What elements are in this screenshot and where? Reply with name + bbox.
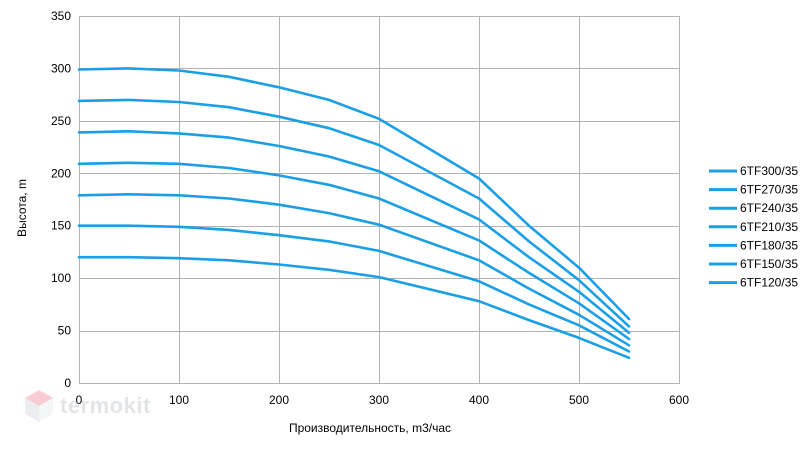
y-tick-label: 100 [51,271,71,285]
y-tick-label: 250 [51,114,71,128]
legend-item: 6TF210/35 [709,220,798,234]
x-tick-label: 600 [669,393,689,407]
series-line-6tf300-35 [77,67,631,321]
plot-border [79,16,680,384]
legend-label: 6TF210/35 [740,220,798,234]
legend-label: 6TF300/35 [740,164,798,178]
y-tick-labels: 0 50 100 150 200 250 300 350 [51,9,71,390]
legend-item: 6TF150/35 [709,257,798,271]
x-tick-label: 500 [569,393,589,407]
legend-label: 6TF150/35 [740,257,798,271]
series-line-6tf240-35 [77,130,631,335]
legend-label: 6TF180/35 [740,238,798,252]
x-tick-labels: 0 100 200 300 400 500 600 [76,393,690,407]
series-line-6tf120-35 [77,255,631,360]
legend: 6TF300/35 6TF270/35 6TF240/35 6TF210/35 6TF1… [709,164,798,290]
legend-item: 6TF270/35 [709,183,798,197]
series-line-6tf210-35 [77,161,631,341]
legend-label: 6TF120/35 [740,276,798,290]
series-line-6tf180-35 [77,193,631,347]
x-tick-label: 200 [269,393,289,407]
y-tick-label: 350 [51,9,71,23]
y-tick-label: 300 [51,61,71,75]
cube-logo-icon [25,390,53,422]
plot-frame [79,16,680,384]
legend-item: 6TF300/35 [709,164,798,178]
x-tick-label: 300 [369,393,389,407]
y-axis-label: Высота, m [15,179,29,237]
legend-item: 6TF240/35 [709,201,798,215]
y-tick-label: 50 [58,324,72,338]
series-group [77,67,631,360]
legend-label: 6TF240/35 [740,201,798,215]
y-tick-label: 200 [51,166,71,180]
x-tick-label: 0 [76,393,83,407]
x-tick-label: 400 [469,393,489,407]
legend-item: 6TF180/35 [709,238,798,252]
watermark-text: termokit [60,393,151,418]
watermark: termokit [24,389,151,423]
y-tick-label: 0 [64,376,71,390]
series-line-6tf150-35 [77,224,631,353]
x-axis-label: Производительность, m3/час [289,421,451,435]
y-tick-label: 150 [51,219,71,233]
legend-label: 6TF270/35 [740,183,798,197]
series-line-6tf270-35 [77,98,631,328]
x-tick-label: 100 [169,393,189,407]
legend-item: 6TF120/35 [709,276,798,290]
